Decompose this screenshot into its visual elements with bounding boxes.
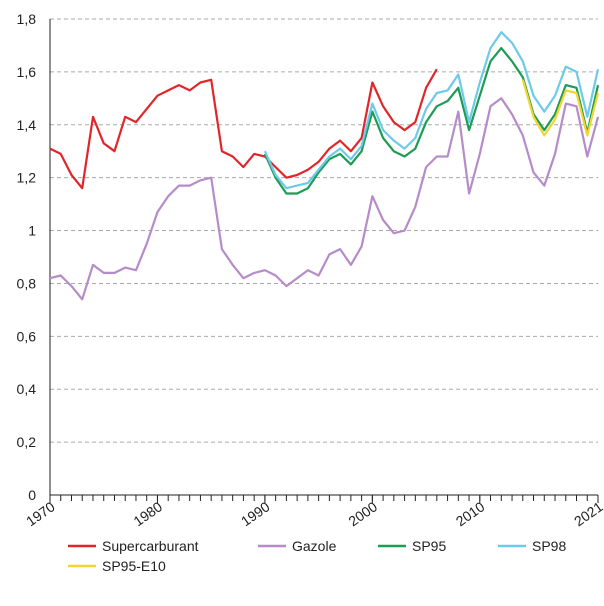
x-tick-label: 2010 xyxy=(453,498,488,529)
y-tick-label: 1,4 xyxy=(17,117,37,133)
series-line xyxy=(263,47,600,195)
y-tick-label: 0 xyxy=(28,487,36,503)
legend-label: SP95 xyxy=(412,538,446,554)
series-line xyxy=(263,31,600,190)
y-tick-label: 0,2 xyxy=(17,434,37,450)
y-tick-label: 1 xyxy=(28,223,36,239)
legend-label: SP95-E10 xyxy=(102,558,166,574)
y-tick-label: 0,8 xyxy=(17,275,37,291)
x-tick-label: 2000 xyxy=(345,498,380,529)
series-line xyxy=(49,68,438,190)
y-tick-label: 1,6 xyxy=(17,64,37,80)
series-line xyxy=(49,97,600,301)
x-tick-label: 1990 xyxy=(238,498,273,529)
y-tick-label: 1,2 xyxy=(17,170,37,186)
y-tick-label: 1,8 xyxy=(17,11,37,27)
legend-label: SP98 xyxy=(532,538,566,554)
legend-label: Supercarburant xyxy=(102,538,199,554)
x-tick-label: 2021 xyxy=(571,498,604,529)
series-line xyxy=(521,79,600,137)
legend-label: Gazole xyxy=(292,538,337,554)
y-tick-label: 0,6 xyxy=(17,328,37,344)
y-tick-label: 0,4 xyxy=(17,381,37,397)
x-tick-label: 1980 xyxy=(130,498,165,529)
